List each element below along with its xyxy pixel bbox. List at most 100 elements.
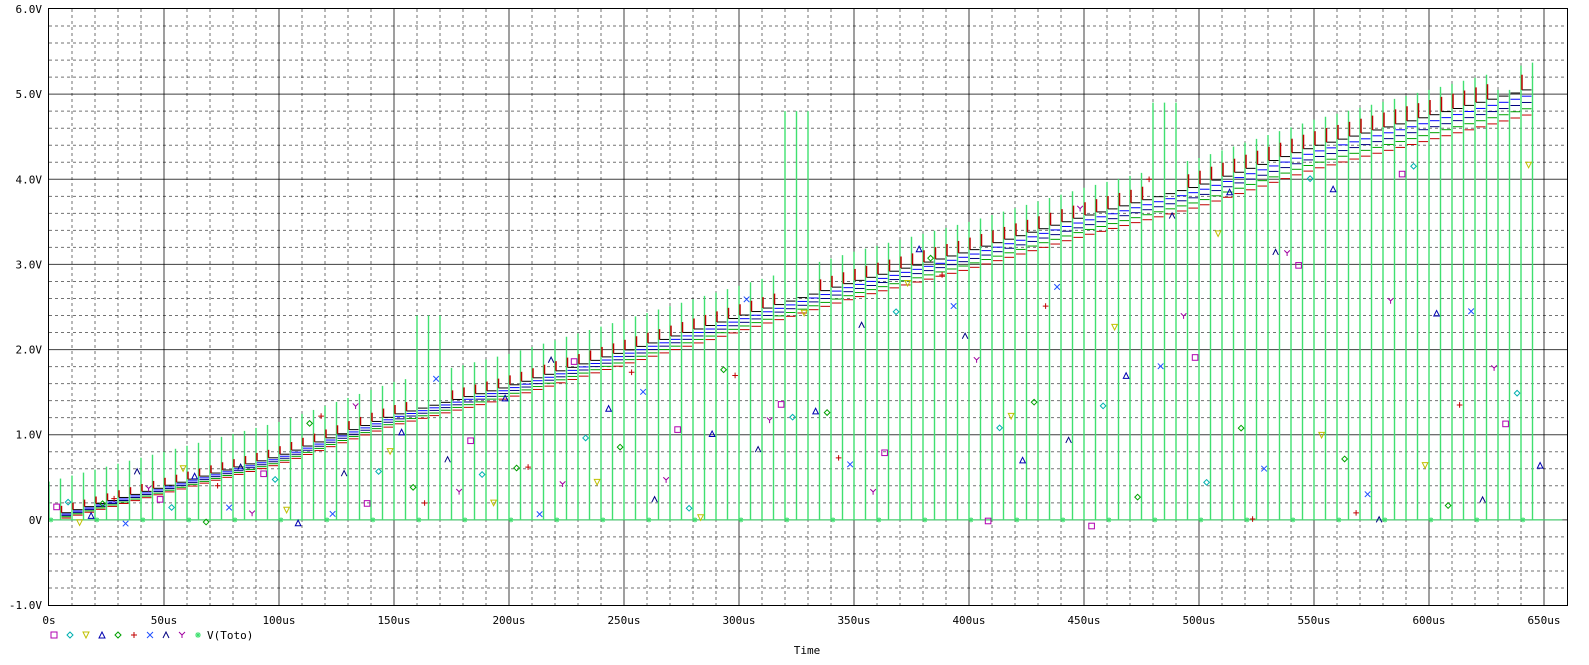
marker-point xyxy=(1065,436,1072,444)
marker-point xyxy=(1030,398,1038,406)
marker-point xyxy=(984,517,992,525)
marker-point xyxy=(1076,205,1084,212)
x-tick-label: 550us xyxy=(1297,614,1330,627)
marker-point xyxy=(352,403,359,410)
marker-point xyxy=(881,449,888,457)
marker-vtoto xyxy=(1474,517,1480,523)
legend-symbol xyxy=(178,631,186,638)
x-tick-label: 300us xyxy=(722,614,755,627)
marker-vtoto xyxy=(830,517,836,523)
legend-symbol xyxy=(146,631,154,639)
marker-point xyxy=(1088,522,1095,530)
marker-point xyxy=(156,496,164,503)
y-tick-label: 5.0V xyxy=(16,88,43,101)
marker-vtoto xyxy=(784,517,790,523)
marker-point xyxy=(489,499,498,507)
marker-vtoto xyxy=(1198,517,1204,523)
marker-point xyxy=(421,500,428,506)
x-tick-label: 100us xyxy=(262,614,295,627)
marker-point xyxy=(1353,510,1359,516)
y-tick-label: 2.0V xyxy=(16,344,43,357)
marker-point xyxy=(547,356,555,363)
marker-point xyxy=(190,472,199,480)
marker-point xyxy=(1479,495,1486,503)
marker-point xyxy=(1398,170,1406,178)
marker-point xyxy=(1260,465,1268,472)
marker-vtoto xyxy=(600,517,606,523)
x-tick-label: 0s xyxy=(42,614,55,627)
marker-point xyxy=(1249,516,1256,522)
x-tick-label: 250us xyxy=(607,614,640,627)
marker-vtoto xyxy=(1336,517,1342,523)
marker-point xyxy=(271,475,279,483)
marker-vtoto xyxy=(140,517,146,523)
marker-point xyxy=(754,445,762,453)
marker-vtoto xyxy=(462,517,468,523)
x-tick-label: 650us xyxy=(1527,614,1560,627)
legend-symbol xyxy=(82,631,90,640)
marker-point xyxy=(1283,249,1291,256)
y-tick-labels: -1.0V 0V 1.0V 2.0V 3.0V 4.0V 5.0V 6.0V xyxy=(9,3,42,612)
marker-point xyxy=(1110,323,1119,332)
x-tick-label: 500us xyxy=(1182,614,1215,627)
marker-point xyxy=(75,519,84,527)
marker-point xyxy=(282,506,291,515)
marker-point xyxy=(811,407,820,415)
marker-point xyxy=(961,332,969,340)
x-tick-label: 450us xyxy=(1067,614,1100,627)
marker-vtoto xyxy=(324,517,330,523)
x-tick-label: 350us xyxy=(837,614,870,627)
marker-point xyxy=(662,476,670,483)
marker-point xyxy=(846,461,854,468)
marker-point xyxy=(1432,309,1441,317)
marker-point xyxy=(1456,402,1463,408)
marker-point xyxy=(616,443,624,451)
marker-point xyxy=(939,272,945,278)
marker-vtoto xyxy=(1106,517,1112,523)
marker-point xyxy=(628,369,635,376)
series-step-levels xyxy=(60,74,1532,519)
x-tick-label: 150us xyxy=(377,614,410,627)
marker-vtoto xyxy=(1520,517,1526,523)
marker-point xyxy=(237,463,244,470)
series-markers xyxy=(48,161,1544,530)
marker-point xyxy=(1421,462,1429,470)
legend-symbol xyxy=(98,630,106,639)
legend-symbol xyxy=(114,631,122,639)
legend-symbol xyxy=(131,632,137,638)
marker-point xyxy=(685,504,693,512)
series-trace xyxy=(48,62,1563,521)
marker-point xyxy=(1317,431,1326,440)
marker-point xyxy=(179,465,187,473)
legend-symbol xyxy=(195,632,201,638)
marker-point xyxy=(1444,502,1452,510)
marker-point xyxy=(777,401,785,408)
marker-vtoto xyxy=(1152,517,1158,523)
y-tick-label: 1.0V xyxy=(16,429,43,442)
x-tick-label: 600us xyxy=(1412,614,1445,627)
marker-point xyxy=(858,321,865,329)
marker-point xyxy=(386,448,394,456)
marker-vtoto xyxy=(416,517,422,523)
x-tick-labels: 0s 50us 100us 150us 200us 250us 300us 350us 400u… xyxy=(42,614,1560,627)
marker-point xyxy=(340,469,348,477)
marker-point xyxy=(1157,363,1164,370)
marker-point xyxy=(570,358,578,365)
marker-point xyxy=(1306,175,1314,183)
marker-point xyxy=(478,471,486,479)
marker-point xyxy=(1502,420,1509,428)
marker-point xyxy=(973,356,980,363)
marker-point xyxy=(1146,176,1152,183)
y-tick-label: 6.0V xyxy=(16,3,43,16)
legend-label-vtoto: V(Toto) xyxy=(207,629,253,642)
marker-point xyxy=(639,388,647,396)
marker-vtoto xyxy=(1382,517,1388,523)
marker-point xyxy=(1513,389,1521,397)
marker-point xyxy=(329,510,336,518)
marker-point xyxy=(1536,461,1544,469)
marker-point xyxy=(708,429,716,438)
marker-point xyxy=(823,409,831,417)
marker-point xyxy=(1341,455,1349,463)
marker-point xyxy=(467,437,474,445)
